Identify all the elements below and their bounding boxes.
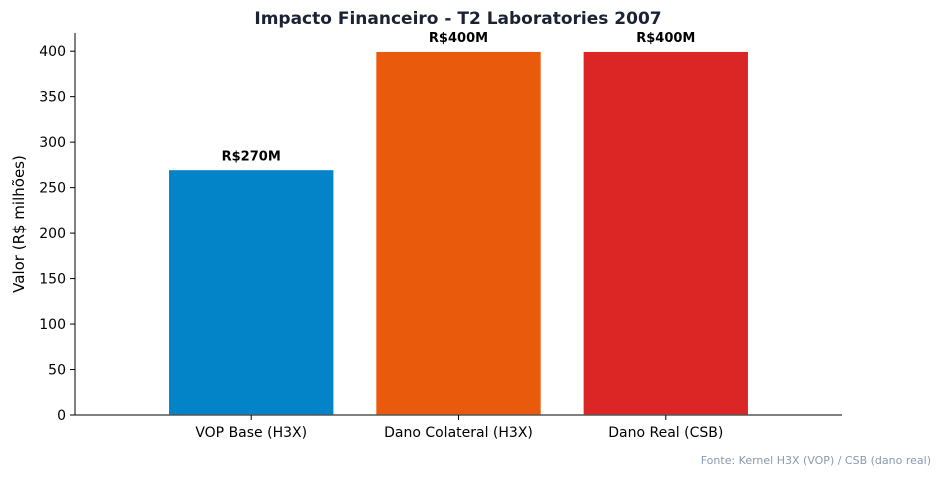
y-tick-label: 200 <box>39 226 66 242</box>
y-tick-label: 350 <box>39 90 66 106</box>
x-tick-label: VOP Base (H3X) <box>195 425 307 441</box>
y-axis-ticks: 0 50 100 150 200 250 300 350 400 <box>39 44 75 424</box>
y-tick-label: 300 <box>39 135 66 151</box>
y-tick-label: 400 <box>39 44 66 60</box>
y-tick-label: 50 <box>48 363 66 379</box>
bars-group <box>167 50 750 416</box>
chart-title: Impacto Financeiro - T2 Laboratories 200… <box>254 9 661 29</box>
x-tick-label: Dano Colateral (H3X) <box>384 425 533 441</box>
y-axis-title: Valor (R$ milhões) <box>10 155 28 293</box>
bar-data-label: R$270M <box>222 149 281 164</box>
x-axis-ticks: VOP Base (H3X) Dano Colateral (H3X) Dano R… <box>195 415 723 441</box>
bar-data-label: R$400M <box>636 31 695 46</box>
bar-data-labels: R$270M R$400M R$400M <box>222 31 696 164</box>
bar <box>167 168 335 416</box>
x-tick-label: Dano Real (CSB) <box>608 425 723 441</box>
y-tick-label: 100 <box>39 317 66 333</box>
source-note: Fonte: Kernel H3X (VOP) / CSB (dano real… <box>701 454 931 467</box>
y-tick-label: 0 <box>57 408 66 424</box>
y-tick-label: 250 <box>39 181 66 197</box>
bar <box>374 50 543 416</box>
y-tick-label: 150 <box>39 272 66 288</box>
bar <box>582 50 750 416</box>
bar-data-label: R$400M <box>429 31 488 46</box>
